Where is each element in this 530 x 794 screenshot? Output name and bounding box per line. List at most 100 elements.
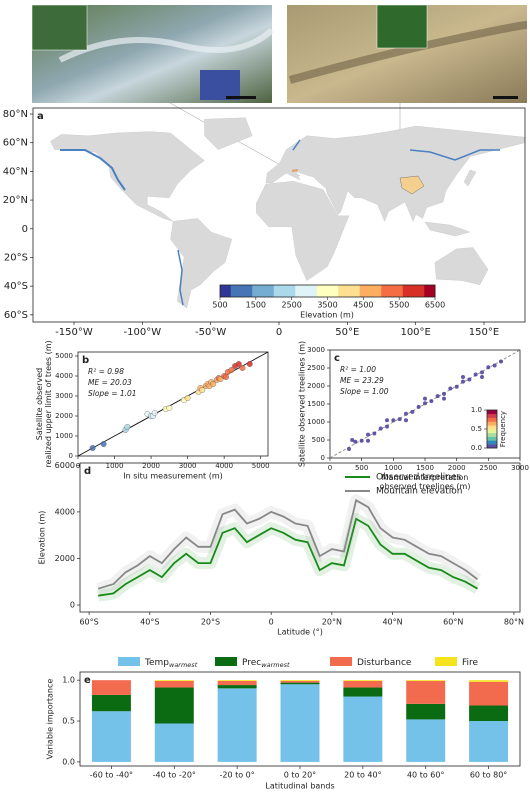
colorbar-cell [381, 285, 388, 297]
x-axis-label: Manual interpretation [382, 473, 469, 482]
panel-label: b [82, 355, 89, 366]
bar-segment [154, 680, 194, 688]
y-tick-label: 20°N [3, 195, 28, 206]
bar-segment [280, 680, 320, 683]
japan [463, 169, 477, 187]
data-point [350, 438, 355, 442]
bar-segment [217, 685, 257, 689]
plot-frame [77, 351, 269, 457]
colorbar-cell [402, 285, 409, 297]
data-point [461, 375, 465, 379]
data-point [423, 401, 427, 406]
colorbar-cell [487, 421, 497, 426]
inset-image [376, 4, 428, 49]
data-point [366, 438, 370, 443]
colorbar-tick-label: 1.0 [471, 406, 482, 414]
colorbar-cell [300, 285, 307, 297]
colorbar-cell [487, 417, 497, 422]
y-tick-label: 0 [321, 454, 325, 462]
y-axis-label: Elevation (m) [38, 511, 47, 565]
data-point [404, 418, 408, 423]
bar-segment [406, 680, 446, 704]
bar-segment [343, 680, 383, 681]
colorbar-cell [289, 285, 296, 297]
y-tick-label: 500 [312, 436, 325, 444]
data-point [391, 418, 396, 423]
data-point [454, 384, 459, 389]
y-tick-label: 1.0 [62, 676, 75, 685]
data-point [235, 361, 242, 368]
colorbar-tick-label: 1500 [246, 301, 266, 310]
legend-swatch [330, 657, 352, 666]
treeline-region [60, 149, 126, 191]
legend-swatch [118, 657, 140, 666]
legend-name: Prec [242, 658, 261, 668]
data-point [486, 365, 491, 370]
bar-segment [343, 680, 383, 688]
colorbar-cell [487, 440, 497, 445]
x-tick-label: 40 to 60° [407, 771, 444, 780]
scale-bar [493, 96, 518, 99]
bar-segment [280, 682, 320, 685]
bar-segment [469, 680, 509, 682]
x-tick-label: 20 to 40° [344, 771, 381, 780]
colorbar-cell [268, 285, 275, 297]
colorbar-cell [487, 436, 497, 441]
x-tick-label: -40 to -20° [153, 771, 196, 780]
colorbar-tick-label: 0.0 [471, 444, 482, 452]
panel-label: d [84, 466, 91, 477]
y-tick-label: 40°N [3, 166, 28, 177]
data-point [492, 363, 497, 368]
bar-segment [280, 684, 320, 762]
data-point [397, 417, 402, 422]
data-point [385, 424, 389, 429]
data-point [359, 438, 364, 443]
y-tick-label: 0 [22, 224, 28, 235]
colorbar-cell [487, 432, 497, 437]
y-tick-label: 0 [70, 601, 75, 610]
bar-segment [469, 681, 509, 706]
data-point [473, 372, 478, 377]
y-tick-label: 80°N [3, 109, 28, 120]
stat-annotation: R² = 1.00 [340, 365, 376, 374]
legend-label: Observed treelines [376, 473, 462, 483]
x-axis-label: Latitude (°) [277, 628, 323, 637]
x-tick-label: -50°W [195, 327, 226, 338]
y-tick-label: 4000 [55, 372, 73, 380]
x-tick-label: 60°S [79, 618, 98, 627]
y-axis-label: realized upper limit of trees (m) [44, 340, 53, 467]
bar-segment [406, 719, 446, 762]
x-tick-label: 80°N [504, 618, 524, 627]
colorbar-cell [241, 285, 248, 297]
data-point [442, 391, 446, 396]
bar-segment [91, 680, 131, 695]
x-tick-label: 500 [355, 464, 368, 472]
panel-label: e [84, 675, 91, 686]
eurasia [265, 125, 525, 222]
y-tick-label: 60°N [3, 138, 28, 149]
colorbar-cell [370, 285, 377, 297]
colorbar-cell [332, 285, 339, 297]
y-tick-label: 2500 [307, 364, 325, 372]
legend-label: Fire [462, 658, 479, 668]
legend-label: Disturbance [357, 658, 412, 668]
data-point [461, 379, 465, 384]
x-tick-label: 1000 [106, 462, 124, 470]
data-point [166, 405, 173, 412]
data-point [210, 381, 217, 388]
x-tick-label: -20 to 0° [220, 771, 255, 780]
y-tick-label: 60°S [4, 310, 28, 321]
panel-label: c [334, 353, 340, 364]
y-tick-label: 1000 [307, 418, 325, 426]
data-point [442, 396, 446, 401]
data-point [228, 367, 235, 374]
bar-segment [154, 723, 194, 762]
y-axis-label: Satellite observed [35, 368, 44, 440]
data-point [480, 375, 484, 379]
bar-segment [217, 688, 257, 762]
colorbar-cell [316, 285, 323, 297]
y-tick-label: 6000 [55, 461, 75, 470]
treeline-region [292, 139, 500, 161]
y-tick-label: 3000 [55, 392, 73, 400]
stat-annotation: ME = 23.29 [340, 376, 384, 385]
